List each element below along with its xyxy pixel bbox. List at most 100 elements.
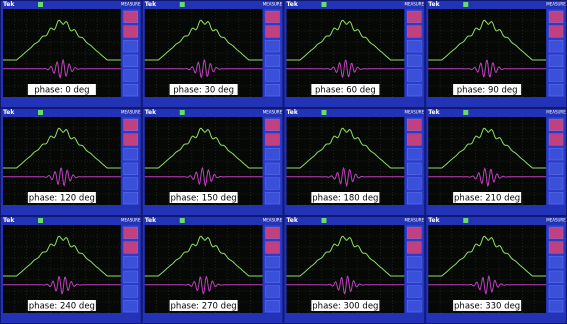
scope-panel: Tek MEASURE phase: 300 deg xyxy=(284,217,425,324)
menu-item xyxy=(407,256,421,268)
menu-item xyxy=(549,271,563,283)
menu-item xyxy=(407,26,421,38)
trigger-indicator xyxy=(38,110,43,115)
brand-label: Tek xyxy=(145,217,157,224)
menu-item xyxy=(266,40,280,52)
menu-item xyxy=(407,70,421,82)
menu-item xyxy=(266,134,280,146)
menu-item xyxy=(124,26,138,38)
menu-item xyxy=(266,11,280,23)
menu-item xyxy=(266,55,280,67)
phase-label: phase: 330 deg xyxy=(454,301,520,311)
menu-item xyxy=(266,163,280,175)
menu-item xyxy=(266,148,280,160)
phase-label: phase: 240 deg xyxy=(29,301,95,311)
menu-title: MEASURE xyxy=(405,218,425,223)
brand-label: Tek xyxy=(3,217,15,224)
trigger-indicator xyxy=(180,218,185,223)
menu-title: MEASURE xyxy=(263,2,283,7)
menu-title: MEASURE xyxy=(546,110,566,115)
brand-label: Tek xyxy=(428,217,440,224)
menu-item xyxy=(124,70,138,82)
menu-item xyxy=(407,11,421,23)
menu-item xyxy=(549,40,563,52)
menu-item xyxy=(407,163,421,175)
menu-title: MEASURE xyxy=(405,2,425,7)
scope-panel: Tek MEASURE phase: 180 deg xyxy=(284,109,425,216)
menu-item xyxy=(549,11,563,23)
phase-label: phase: 60 deg xyxy=(315,85,376,95)
menu-item xyxy=(266,256,280,268)
screen xyxy=(145,9,263,97)
menu-item xyxy=(407,119,421,131)
menu-item xyxy=(407,192,421,204)
phase-label: phase: 270 deg xyxy=(171,301,237,311)
menu-item xyxy=(549,163,563,175)
menu-item xyxy=(124,119,138,131)
menu-item xyxy=(124,271,138,283)
menu-item xyxy=(266,178,280,190)
menu-item xyxy=(549,256,563,268)
menu-item xyxy=(549,242,563,254)
phase-label: phase: 180 deg xyxy=(312,193,378,203)
phase-label: phase: 120 deg xyxy=(29,193,95,203)
trigger-indicator xyxy=(463,110,468,115)
scope-panel: Tek MEASURE phase: 210 deg xyxy=(426,109,567,216)
trigger-indicator xyxy=(463,218,468,223)
brand-label: Tek xyxy=(287,217,299,224)
menu-item xyxy=(124,134,138,146)
trigger-indicator xyxy=(322,2,327,7)
menu-item xyxy=(549,300,563,312)
menu-title: MEASURE xyxy=(405,110,425,115)
brand-label: Tek xyxy=(428,109,440,116)
menu-item xyxy=(266,70,280,82)
menu-item xyxy=(407,40,421,52)
menu-title: MEASURE xyxy=(121,218,141,223)
brand-label: Tek xyxy=(287,109,299,116)
menu-item xyxy=(266,192,280,204)
screen xyxy=(428,225,546,313)
menu-item xyxy=(407,84,421,96)
menu-item xyxy=(549,148,563,160)
menu-item xyxy=(124,227,138,239)
scope-panel: Tek MEASURE phase: 90 deg xyxy=(426,1,567,108)
menu-item xyxy=(549,26,563,38)
menu-item xyxy=(549,70,563,82)
scope-panel: TekMEASUREphase: 330 deg xyxy=(426,217,567,324)
menu-title: MEASURE xyxy=(263,218,283,223)
menu-item xyxy=(266,300,280,312)
menu-item xyxy=(407,227,421,239)
phase-label: phase: 0 deg xyxy=(34,85,89,95)
phase-label: phase: 300 deg xyxy=(312,301,378,311)
menu-item xyxy=(549,286,563,298)
phase-label: phase: 210 deg xyxy=(454,193,520,203)
menu-item xyxy=(266,286,280,298)
brand-label: Tek xyxy=(3,109,15,116)
trigger-indicator xyxy=(180,110,185,115)
menu-title: MEASURE xyxy=(546,2,566,7)
phase-label: phase: 30 deg xyxy=(173,85,234,95)
menu-item xyxy=(266,119,280,131)
menu-item xyxy=(549,178,563,190)
screen xyxy=(3,9,121,97)
scope-panel: TekMEASUREphase: 30 deg xyxy=(142,1,283,108)
menu-item xyxy=(124,163,138,175)
menu-item xyxy=(549,84,563,96)
phase-label: phase: 90 deg xyxy=(457,85,518,95)
menu-item xyxy=(266,84,280,96)
screen xyxy=(428,9,546,97)
screen xyxy=(287,9,405,97)
screen xyxy=(287,117,405,205)
menu-item xyxy=(549,227,563,239)
menu-title: MEASURE xyxy=(121,2,141,7)
menu-item xyxy=(266,26,280,38)
trigger-indicator xyxy=(38,2,43,7)
scope-panel: TekMEASUREphase: 60 deg xyxy=(284,1,425,108)
brand-label: Tek xyxy=(428,1,440,8)
menu-title: MEASURE xyxy=(263,110,283,115)
trigger-indicator xyxy=(322,110,327,115)
scope-panel: Tek MEASURE phase: 240 deg xyxy=(1,217,142,324)
